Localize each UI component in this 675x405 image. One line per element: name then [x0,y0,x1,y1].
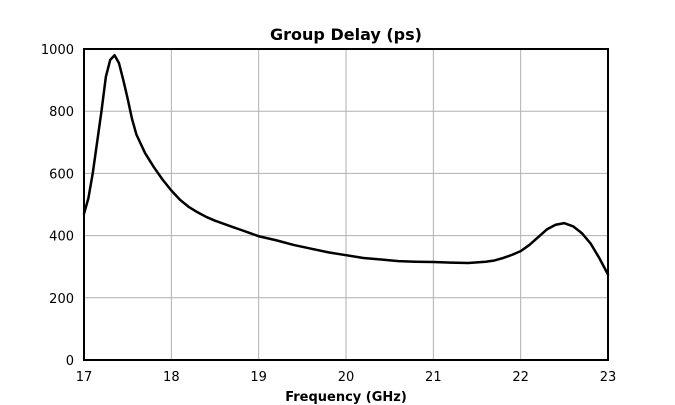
y-tick-label: 0 [66,354,74,369]
x-tick-label: 22 [512,370,529,385]
x-tick-label: 23 [600,370,617,385]
x-tick-label: 18 [163,370,180,385]
y-tick-label: 600 [49,167,74,182]
group-delay-line [82,53,610,276]
x-tick-label: 19 [250,370,267,385]
y-tick-label: 200 [49,292,74,307]
x-tick-label: 17 [76,370,93,385]
x-axis-label: Frequency (GHz) [285,390,407,405]
plot-area-frame [83,48,609,361]
x-tick-label: 20 [338,370,355,385]
x-axis-ticks: 17 18 19 20 21 22 23 [76,370,617,385]
y-axis-ticks: 0 200 400 600 800 1000 [41,43,74,369]
grid-lines [83,48,609,361]
x-tick-label: 21 [425,370,442,385]
y-tick-label: 400 [49,230,74,245]
y-tick-label: 1000 [41,43,74,58]
chart-title: Group Delay (ps) [270,25,422,44]
y-tick-label: 800 [49,105,74,120]
